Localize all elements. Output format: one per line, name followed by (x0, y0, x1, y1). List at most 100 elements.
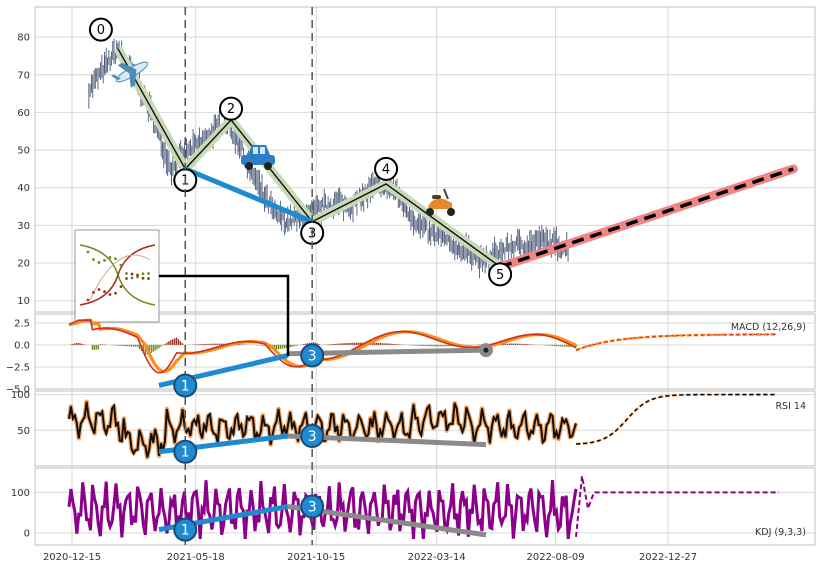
inset-dot (136, 275, 139, 279)
scooter-seat (432, 195, 441, 199)
inset-dot (92, 291, 95, 294)
y-tick-label: 50 (17, 146, 30, 157)
inset-dot (97, 288, 101, 291)
divergence-label: 1 (173, 373, 198, 398)
divergence-label: 3 (300, 343, 325, 368)
divergence-label: 1 (173, 517, 198, 542)
y-tick-label: −5.0 (6, 385, 30, 396)
wave-label: 4 (374, 156, 399, 181)
inset-thumbnail (74, 229, 160, 323)
car-wheel (245, 162, 253, 170)
wave-label-text: 0 (97, 23, 105, 38)
inset-dot (86, 298, 90, 302)
rsi-projection (575, 393, 777, 446)
scooter-wheel (426, 208, 434, 216)
y-tick-label: 100 (11, 390, 30, 401)
inset-curve (89, 254, 151, 301)
wave-line (117, 48, 501, 268)
rsi-label: RSI 14 (775, 401, 806, 412)
car-icon (241, 145, 275, 170)
airplane-tail (111, 74, 121, 80)
y-tick-label: 0 (24, 528, 30, 539)
divergence-label: 1 (173, 439, 198, 464)
divergence-label-text: 1 (181, 445, 190, 461)
divergence-label-text: 1 (181, 523, 190, 539)
inset-dot (125, 277, 128, 280)
inset-dot (108, 293, 112, 296)
inset-dot (108, 256, 112, 259)
inset-dot (141, 272, 145, 276)
wave-label-text: 4 (382, 162, 390, 177)
rsi-line (68, 401, 577, 458)
divergence-label: 3 (300, 494, 325, 519)
x-tick-label: 2022-08-09 (526, 552, 584, 563)
wave-label-text: 5 (496, 268, 504, 283)
scooter-body (428, 198, 452, 209)
divergence-label-circle (300, 424, 325, 448)
macd-frame (34, 313, 816, 390)
kdj-line (67, 480, 578, 540)
divergence-label-text: 3 (308, 429, 317, 445)
y-tick-label: 10 (17, 296, 30, 307)
x-tick-label: 2021-10-15 (287, 552, 345, 563)
kdj-label: KDJ (9,3,3) (755, 527, 806, 538)
trend-line-blue (182, 166, 315, 225)
projection-dashed-line (499, 167, 794, 269)
wave-label: 5 (488, 262, 513, 287)
bracket-connector (159, 274, 290, 356)
inset-dot (130, 272, 134, 276)
inset-dot (147, 277, 150, 280)
divergence-label: 3 (300, 424, 325, 448)
wave-label: 0 (88, 17, 113, 42)
car-window (253, 147, 258, 154)
macd-label: MACD (12,26,9) (731, 322, 806, 333)
inset-dot (130, 276, 134, 280)
macd-signal-line (68, 318, 577, 374)
divergence-label-circle (173, 373, 198, 398)
x-tick-label: 2020-12-15 (43, 552, 101, 563)
y-tick-label: 50 (17, 426, 30, 437)
inset-dot (119, 263, 123, 267)
y-tick-label: 0.0 (14, 340, 30, 351)
wave-label-text: 2 (227, 102, 235, 117)
divergence-label-circle (173, 517, 198, 542)
airplane-icon (111, 61, 149, 88)
divergence-label-text: 3 (308, 348, 317, 364)
y-tick-label: 70 (17, 70, 30, 81)
scooter-wheel (447, 208, 455, 216)
macd-projection (575, 333, 777, 351)
overlay-annotations: 1 3 1 3 1 3 (159, 7, 325, 545)
price-panel: 012345 (74, 17, 798, 323)
divergence-label-text: 3 (308, 500, 317, 516)
inset-dot (136, 273, 139, 277)
inset-dot (103, 258, 106, 262)
wave-label-circle (374, 156, 399, 181)
inset-dot (92, 258, 95, 261)
scooter-handle (443, 188, 449, 200)
airplane-wing (117, 62, 137, 74)
price-frame (34, 6, 816, 313)
inset-curve (79, 244, 156, 306)
airplane-wing (129, 69, 137, 88)
y-tick-label: 20 (17, 259, 30, 270)
inset-dot (114, 291, 117, 295)
x-tick-label: 2022-03-14 (408, 552, 466, 563)
divergence-label-text: 1 (181, 378, 190, 394)
panel-frames (34, 6, 816, 546)
rsi-frame (34, 390, 816, 467)
inset-dot (103, 290, 106, 294)
inset-dot (86, 250, 90, 254)
wave-label-circle (488, 262, 513, 287)
divergence-label-circle (300, 343, 325, 368)
macd-divergence-endpoint-dot (483, 347, 489, 353)
inset-dot (119, 285, 123, 289)
x-tick-label: 2022-12-27 (639, 552, 697, 563)
inset-dot (125, 272, 128, 275)
wave-label-circle (219, 96, 244, 121)
divergence-label-circle (300, 494, 325, 519)
car-wheel (264, 162, 272, 170)
y-tick-label: 100 (11, 488, 30, 499)
inset-dot (114, 257, 117, 261)
divergence-label-circle (173, 439, 198, 464)
